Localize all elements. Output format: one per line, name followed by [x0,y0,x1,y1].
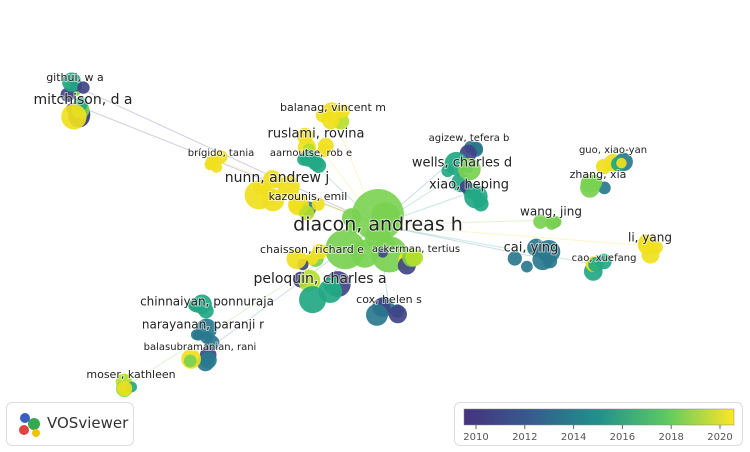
node [286,248,307,270]
node [388,305,407,324]
node-label: li, yang [628,231,672,245]
node-label: peloquin, charles a [253,271,386,287]
colorbar-gradient [463,408,735,426]
node [537,239,561,263]
node-label: agizew, tefera b [429,133,510,144]
node-label: aarnoutse, rob e [270,148,352,159]
node [521,260,533,273]
node-label: ruslami, rovina [268,127,365,142]
colorbar-tick-label: 2018 [658,432,683,443]
node [289,197,304,212]
link [377,224,651,247]
node [296,127,314,145]
node [200,331,213,344]
node [77,81,90,94]
node [649,240,663,254]
colorbar-tick-label: 2012 [512,432,537,443]
node-label: narayanan, paranji r [142,318,264,332]
node-label: wang, jing [520,205,582,219]
node-label: zhang, xia [570,168,627,181]
colorbar-tick-label: 2020 [707,432,732,443]
node [244,180,274,210]
node [323,276,341,294]
node-label: nunn, andrew j [225,170,330,186]
node-label: chaisson, richard e [260,243,364,256]
node [61,103,87,130]
node-label: xiao, heping [429,178,509,193]
node [441,164,454,178]
brand-name: VOSviewer [47,414,129,432]
node [62,72,82,92]
colorbar-tick-label: 2014 [561,432,586,443]
node [545,216,556,227]
node [377,247,388,258]
node [580,174,599,193]
node [352,189,404,241]
node [464,184,488,209]
node [277,175,300,198]
node-label: cao, xuefang [572,253,637,264]
node-label: diacon, andreas h [293,214,463,236]
node [458,157,481,181]
node [312,243,328,260]
node-label: cai, ying [504,241,559,256]
node [298,286,327,314]
node [199,351,217,369]
colorbar-tick-label: 2016 [610,432,635,443]
link [377,224,532,257]
node-label: wells, charles d [412,156,512,171]
brand-logo [19,413,40,437]
node-label: moser, kathleen [86,368,175,381]
node [321,102,342,123]
legend-box: 2010 2012 2014 2016 2018 2020 [454,402,743,446]
node [616,157,627,169]
node-label: guo, xiao-yan [579,145,647,156]
node-label: ackerman, tertius [372,244,460,255]
colorbar-tick-label: 2010 [463,432,488,443]
node-label: kazounis, emil [269,190,348,203]
link [377,219,552,226]
node [596,253,612,270]
colorbar: 2010 2012 2014 2016 2018 2020 [463,408,735,443]
link [377,224,605,267]
node [311,197,325,211]
node-label: balasubramanian, rani [144,342,257,353]
node-label: githui, w a [46,71,104,84]
node-label: brígido, tania [188,147,254,159]
node-label: mitchison, d a [33,92,132,108]
node [297,153,310,166]
node [405,248,424,267]
node [190,329,202,341]
brand-box: VOSviewer [6,402,134,446]
node [317,144,331,158]
node [299,205,315,221]
node-label: cox, helen s [356,293,422,306]
node [116,380,133,397]
node-label: balanag, vincent m [280,101,386,114]
node [183,354,197,368]
node-label: chinnaiyan, ponnuraja [140,295,274,309]
node [533,214,548,229]
node [365,303,388,326]
node [595,158,612,175]
node [205,155,220,170]
node [188,299,200,312]
node [507,251,522,266]
link [82,107,379,226]
